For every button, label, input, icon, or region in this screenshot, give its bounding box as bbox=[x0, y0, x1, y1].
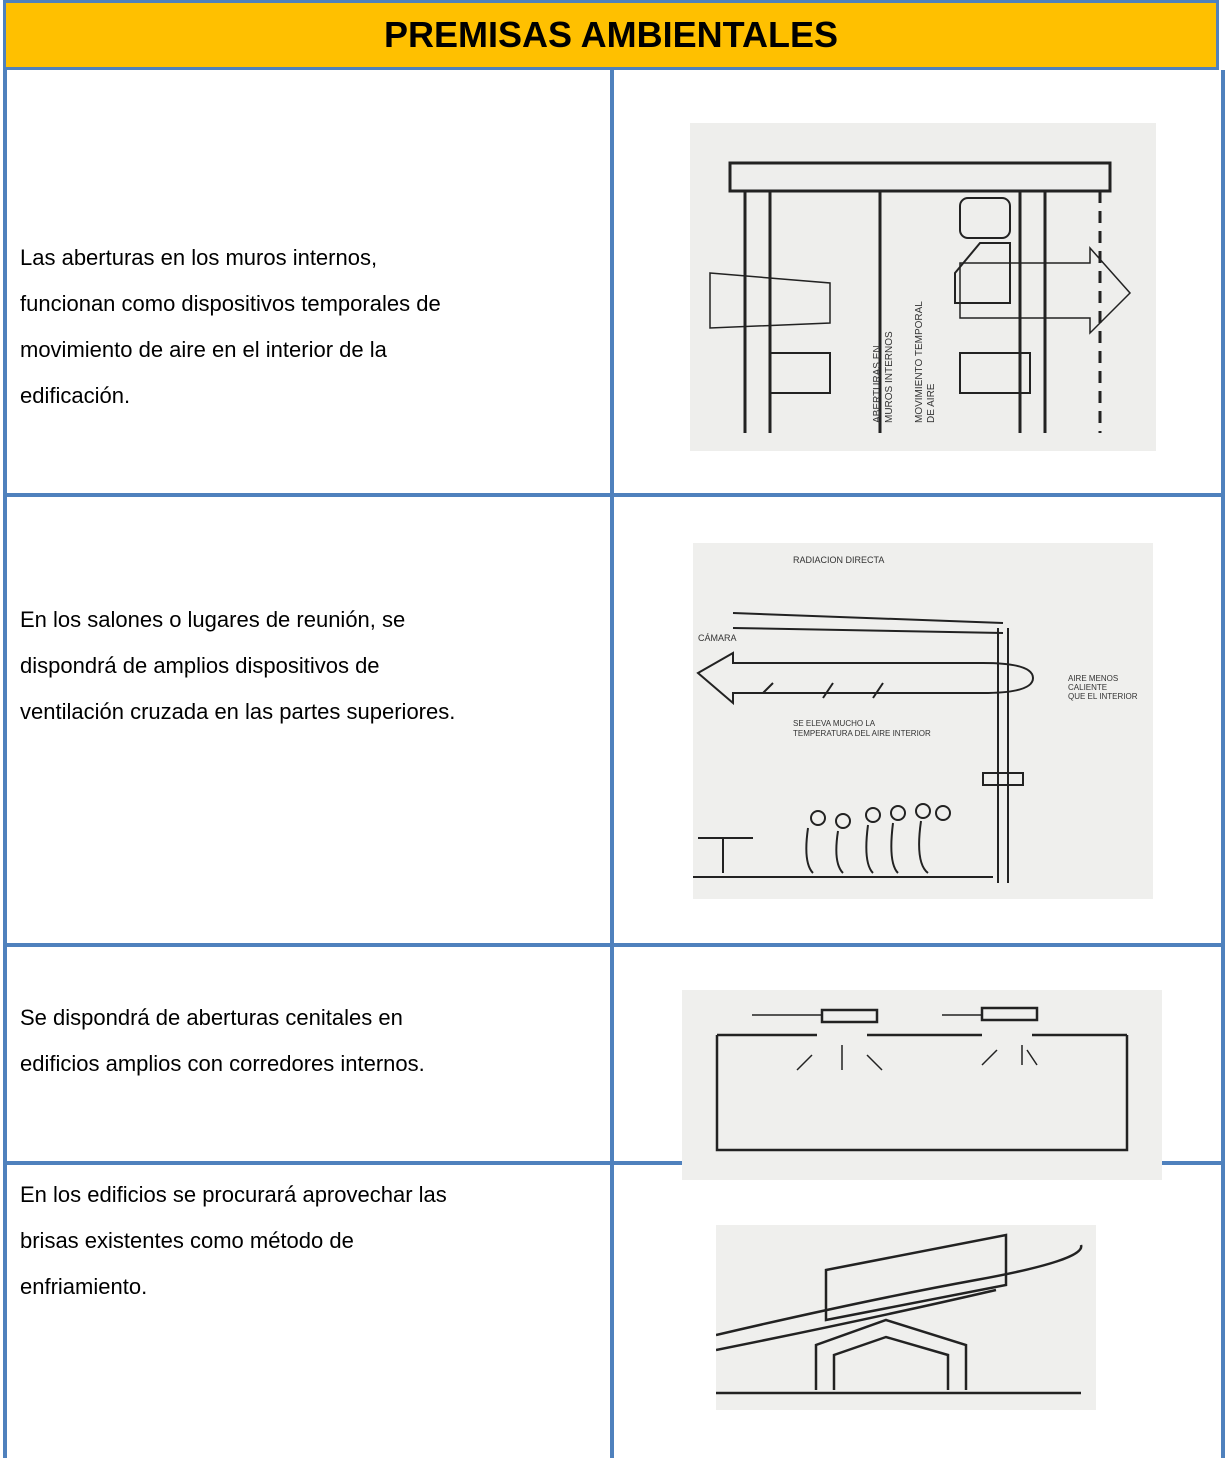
figure-label: RADIACION DIRECTA bbox=[793, 555, 884, 565]
cell-text: enfriamiento. bbox=[20, 1274, 148, 1299]
cell-text: brisas existentes como método de bbox=[20, 1228, 354, 1253]
figure-label: MUROS INTERNOS bbox=[884, 331, 895, 423]
sketch bbox=[682, 990, 1162, 1180]
figure-label: CALIENTE bbox=[1068, 683, 1107, 692]
header-title: PREMISAS AMBIENTALES bbox=[3, 0, 1219, 70]
border bbox=[3, 943, 1225, 947]
border bbox=[3, 1161, 1225, 1165]
cell-text: funcionan como dispositivos temporales d… bbox=[20, 291, 441, 316]
figure-label: ABERTURAS EN bbox=[872, 345, 883, 423]
cell-text: ventilación cruzada en las partes superi… bbox=[20, 699, 456, 724]
figure-label: TEMPERATURA DEL AIRE INTERIOR bbox=[793, 729, 931, 738]
sketch bbox=[716, 1225, 1096, 1410]
figure-label: DE AIRE bbox=[926, 383, 937, 423]
sketch: RADIACION DIRECTA CÁMARA AIRE MENOS CALI… bbox=[693, 543, 1153, 899]
border bbox=[3, 493, 1225, 497]
cell-text: Se dispondrá de aberturas cenitales en bbox=[20, 1005, 403, 1030]
figure-label: MOVIMIENTO TEMPORAL bbox=[914, 301, 925, 423]
border bbox=[610, 70, 614, 1458]
cell-text: movimiento de aire en el interior de la bbox=[20, 337, 387, 362]
border bbox=[3, 70, 7, 1458]
cell-text: edificación. bbox=[20, 383, 131, 408]
cell-text: Las aberturas en los muros internos, bbox=[20, 245, 378, 270]
cell-text: En los edificios se procurará aprovechar… bbox=[20, 1182, 447, 1207]
cell-text: dispondrá de amplios dispositivos de bbox=[20, 653, 380, 678]
sketch: ABERTURAS EN MUROS INTERNOS MOVIMIENTO T… bbox=[690, 123, 1156, 451]
figure-label: QUE EL INTERIOR bbox=[1068, 692, 1138, 701]
figure-label: SE ELEVA MUCHO LA bbox=[793, 719, 876, 728]
cell-text: En los salones o lugares de reunión, se bbox=[20, 607, 406, 632]
figure-label: CÁMARA bbox=[698, 633, 737, 643]
cell-text: edificios amplios con corredores interno… bbox=[20, 1051, 425, 1076]
border bbox=[1221, 70, 1225, 1458]
figure-label: AIRE MENOS bbox=[1068, 674, 1118, 683]
